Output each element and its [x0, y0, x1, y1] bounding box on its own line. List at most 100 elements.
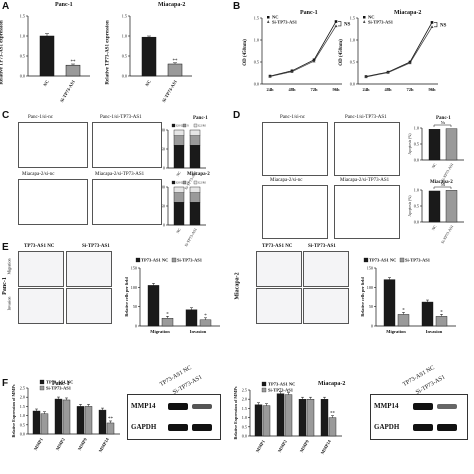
- f-panc-bar: [62, 399, 71, 435]
- e-panc-legend-marker: [171, 257, 177, 263]
- e-mia-img-4: [303, 288, 349, 324]
- a-mia-bar: [141, 36, 157, 77]
- b-mia-xtick-label: 96h: [428, 87, 436, 92]
- b-panc-xtick-label: 24h: [266, 87, 274, 92]
- b-mia-line-nc: [365, 22, 433, 77]
- d-panc-ylabel: Apoptosis (%): [408, 133, 412, 155]
- c-panc-legend-label: G0/G1: [176, 124, 185, 128]
- b-panc-xtick-label: 96h: [332, 87, 340, 92]
- e-panc-legend-marker: [135, 257, 141, 263]
- e-mia-ytick-label: 50: [369, 304, 373, 309]
- d-mia-ytick-label: 0.5: [414, 204, 419, 209]
- f-mia-ytick-label: 0.0: [242, 434, 247, 439]
- c-panc-legend-marker: [182, 123, 187, 128]
- f-panc-ytick-label: 1.0: [20, 413, 25, 418]
- d-mia-ytick-label: 1.0: [414, 188, 419, 193]
- e-panc-ytick-label: 100: [131, 285, 137, 290]
- f-mia-band-4: [437, 424, 457, 431]
- b-panc-ytick-label: 1.5: [254, 16, 259, 21]
- b-panc-point-si: [268, 74, 272, 78]
- f-panc-ylabel: Relative Expression of MMPs: [11, 384, 16, 437]
- f-mia-legend-marker: [261, 387, 267, 393]
- a-panc-bar: [65, 64, 81, 77]
- e-mia-bar: [421, 301, 434, 327]
- c-mia-legend-label: G0/G1: [176, 181, 185, 185]
- f-panc-legend-marker: [39, 385, 45, 391]
- b-panc-ytick-label: 0.5: [254, 60, 259, 65]
- d-mia-ytick-label: 0.0: [414, 220, 419, 225]
- b-mia-ns: NS: [440, 24, 447, 29]
- e-panc-head-nc: TP73-AS1 NC: [24, 244, 55, 249]
- f-mia-band-1: [413, 403, 433, 410]
- b-mia-point-si: [430, 25, 434, 28]
- b-panc-legend-nc-marker: [267, 16, 270, 19]
- e-panc-bar: [199, 319, 212, 327]
- f-mia-ytick-label: 2.0: [242, 397, 247, 402]
- d-scatter-4: [334, 185, 400, 239]
- c-mia-legend-marker: [182, 180, 187, 185]
- f-panc-bar: [76, 406, 85, 435]
- b-panc-xtick-label: 72h: [310, 87, 318, 92]
- f-panc-ytick-label: 0.0: [20, 432, 25, 437]
- f-mia-bar: [254, 404, 263, 437]
- d-panc-ns: Ns: [441, 120, 446, 125]
- d-label-2: Panc-1/si-TP73-AS1: [345, 115, 387, 120]
- b-panc-legend-si: Si-TP73-AS1: [272, 20, 298, 25]
- f-panc-band-4: [192, 424, 212, 431]
- b-mia-point-si: [408, 61, 412, 65]
- f-panc-legend-marker: [39, 379, 45, 385]
- b-panc-point-nc: [334, 20, 338, 23]
- b-panc-legend-si-marker: [267, 20, 270, 23]
- d-scatter-2: [334, 122, 400, 176]
- c-mia-ytick-label: 0: [163, 223, 165, 228]
- f-mia-xtick-label: MMP1: [255, 438, 266, 453]
- c-mia-legend-marker: [193, 180, 198, 185]
- a-panc-ytick-label: 0.5: [20, 54, 25, 59]
- e-mia-bar: [397, 314, 410, 327]
- f-mia-blot-row-2: GAPDH: [374, 423, 400, 431]
- f-mia-ytick-label: 0.5: [242, 424, 247, 429]
- f-panc-bar: [54, 398, 63, 435]
- d-mia-ns-bracket: [433, 186, 452, 189]
- f-panc-bar: [84, 406, 93, 435]
- e-mia-ytick-label: 100: [367, 285, 373, 290]
- b-panc-point-si: [334, 24, 338, 28]
- d-scatter-1: [262, 122, 328, 176]
- e-panc-bar: [161, 318, 174, 327]
- f-mia-xtick-label: MMP9: [299, 438, 310, 453]
- f-panc-band-2: [192, 404, 212, 409]
- c-panc-ytick-label: 0: [163, 166, 165, 171]
- e-mia-legend-marker: [363, 257, 369, 263]
- b-mia-point-si: [386, 70, 390, 74]
- d-panc-xtick-label: NC: [431, 162, 437, 169]
- b-mia-legend-nc-marker: [363, 16, 366, 19]
- f-mia-legend-label: Si-TP73-AS1: [268, 388, 294, 393]
- f-panc-blot-row-1: MMP14: [131, 402, 156, 410]
- d-mia-ylabel: Apoptosis (%): [408, 195, 412, 217]
- f-mia-bar: [284, 394, 293, 437]
- b-mia-point-nc: [430, 21, 434, 24]
- e-mia-ytick-label: 150: [367, 266, 373, 271]
- e-panc-bar: [147, 285, 160, 327]
- b-mia-xtick-label: 24h: [362, 87, 370, 92]
- e-mia-xtick-label: Migration: [386, 329, 406, 334]
- c-mia-ytick-label: 50: [161, 204, 165, 209]
- e-panc-xtick-label: Invasion: [190, 329, 207, 334]
- f-mia-ylabel: Relative Expression of MMPs: [233, 386, 238, 439]
- b-mia-title: Miacapa-2: [394, 10, 422, 16]
- c-panc-stack-seg: [173, 135, 185, 146]
- f-mia-bar: [328, 417, 337, 437]
- b-mia-line-si: [365, 26, 433, 78]
- f-panc-xtick-label: MMP9: [77, 436, 88, 451]
- e-mia-sig: *: [440, 310, 443, 315]
- b-panc-title: Panc-1: [300, 10, 318, 16]
- c-panc-title: Panc-1: [193, 116, 208, 121]
- c-panc-legend-marker: [171, 123, 176, 128]
- e-panc-ytick-label: 50: [133, 304, 137, 309]
- a-panc-ytick-label: 0.0: [20, 74, 25, 79]
- c-mia-title: Miacapa-2: [187, 172, 210, 177]
- d-mia-xtick-label: NC: [431, 224, 437, 231]
- e-panc-legend-label: Si-TP73-AS1: [177, 258, 203, 263]
- a-panc-title: Panc-1: [55, 2, 73, 8]
- d-scatter-3: [262, 185, 328, 239]
